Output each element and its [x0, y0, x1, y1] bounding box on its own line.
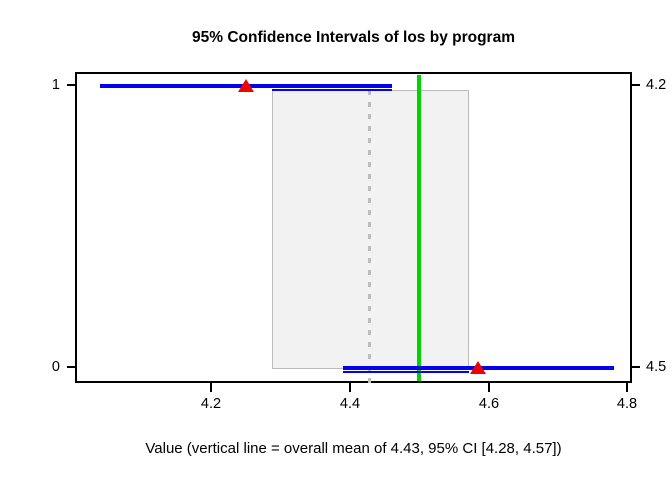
x-tick-4-4: [349, 383, 351, 392]
y-tick-1: [67, 84, 76, 86]
y-tick-label-0: 0: [51, 359, 60, 375]
x-tick-label-4-2: 4.2: [200, 396, 222, 412]
y-tick-0: [67, 366, 76, 368]
y-tick-label-1: 1: [51, 77, 60, 93]
reference-line-green: [417, 75, 421, 381]
right-tick-bottom: [631, 366, 640, 368]
right-tick-top: [631, 84, 640, 86]
right-axis-label-bottom: 4.5: [646, 359, 667, 375]
x-tick-label-4-6: 4.6: [478, 396, 500, 412]
right-axis-label-top: 4.2: [646, 77, 667, 93]
ci-line-program-0-inner: [343, 371, 469, 373]
chart-title: 95% Confidence Intervals of los by progr…: [192, 29, 515, 46]
x-tick-4-6: [488, 383, 490, 392]
plot-area: [75, 72, 632, 383]
x-tick-label-4-4: 4.4: [339, 396, 361, 412]
x-axis-caption: Value (vertical line = overall mean of 4…: [145, 440, 562, 457]
ci-line-program-1-inner: [272, 89, 392, 91]
x-tick-4-8: [626, 383, 628, 392]
x-tick-4-2: [210, 383, 212, 392]
overall-mean-dashed-line: [368, 90, 371, 383]
x-tick-label-4-8: 4.8: [616, 396, 638, 412]
mean-triangle-program-0: [470, 361, 486, 374]
mean-triangle-program-1: [238, 79, 254, 92]
